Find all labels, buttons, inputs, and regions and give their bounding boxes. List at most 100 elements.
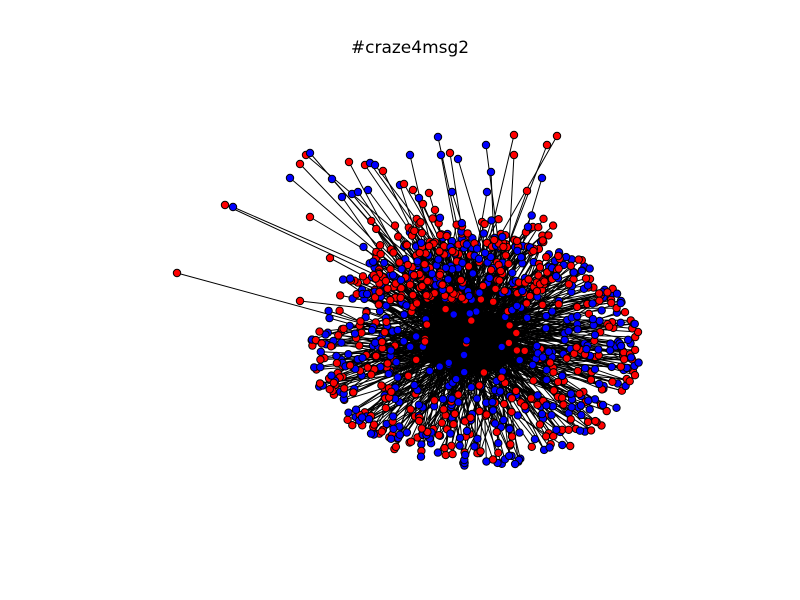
graph-node-blue — [470, 442, 479, 451]
graph-node-blue — [396, 275, 406, 285]
graph-node-blue — [558, 440, 567, 450]
graph-node-blue — [612, 403, 621, 412]
graph-node-red — [608, 377, 617, 386]
graph-node-red — [295, 159, 305, 169]
graph-node-red — [420, 337, 430, 346]
graph-node-blue — [515, 428, 524, 437]
graph-node-red — [325, 385, 334, 394]
graph-node-blue — [324, 306, 333, 316]
graph-node-blue — [416, 238, 426, 248]
graph-node-blue — [516, 253, 526, 262]
graph-node-blue — [472, 394, 482, 403]
graph-node-blue — [357, 413, 367, 422]
graph-node-blue — [433, 132, 443, 142]
graph-node-red — [358, 272, 368, 281]
graph-node-blue — [435, 213, 445, 223]
graph-node-red — [554, 251, 563, 261]
graph-node-blue — [583, 281, 593, 290]
graph-node-blue — [560, 335, 569, 345]
graph-node-blue — [344, 350, 353, 359]
graph-node-red — [553, 377, 563, 387]
graph-node-red — [372, 224, 381, 234]
graph-node-red — [367, 216, 376, 226]
graph-node-blue — [598, 400, 608, 410]
graph-node-red — [511, 386, 521, 396]
graph-node-red — [339, 324, 348, 333]
graph-node-red — [439, 405, 448, 414]
graph-node-red — [397, 283, 406, 293]
graph-node-red — [440, 443, 449, 453]
graph-node-blue — [577, 410, 586, 420]
graph-node-red — [445, 285, 454, 294]
graph-node-red — [438, 280, 447, 289]
graph-edge — [459, 135, 558, 306]
graph-node-blue — [462, 240, 471, 249]
graph-node-red — [479, 368, 489, 377]
graph-node-red — [172, 268, 182, 278]
graph-node-red — [375, 241, 385, 250]
graph-node-red — [512, 328, 521, 338]
graph-node-blue — [327, 174, 337, 184]
graph-node-red — [535, 263, 545, 272]
graph-node-red — [437, 418, 447, 427]
graph-node-red — [607, 298, 616, 307]
graph-node-red — [538, 236, 547, 245]
graph-node-red — [504, 338, 514, 348]
graph-node-blue — [332, 351, 341, 361]
graph-node-red — [501, 251, 510, 260]
graph-node-blue — [475, 288, 484, 297]
graph-node-blue — [358, 353, 367, 363]
graph-node-blue — [594, 345, 603, 354]
graph-node-red — [541, 432, 551, 441]
graph-node-red — [349, 388, 358, 397]
graph-node-blue — [590, 395, 600, 404]
graph-node-blue — [460, 367, 469, 377]
graph-node-blue — [472, 244, 482, 253]
graph-node-blue — [228, 202, 238, 212]
graph-node-blue — [515, 355, 524, 365]
graph-node-red — [381, 403, 390, 413]
graph-node-red — [457, 293, 466, 302]
graph-node-blue — [588, 314, 598, 324]
graph-node-blue — [416, 452, 426, 461]
graph-node-red — [409, 271, 419, 280]
graph-node-blue — [480, 248, 490, 258]
graph-node-red — [412, 355, 421, 364]
graph-node-blue — [576, 401, 586, 410]
graph-node-blue — [597, 306, 606, 315]
graph-node-blue — [337, 338, 346, 347]
graph-node-red — [430, 396, 439, 405]
graph-node-red — [602, 406, 611, 416]
graph-node-blue — [444, 358, 453, 367]
graph-node-red — [566, 261, 576, 270]
graph-node-red — [380, 328, 389, 337]
graph-node-red — [542, 140, 552, 150]
graph-node-blue — [402, 428, 412, 437]
graph-node-red — [371, 274, 380, 283]
graph-node-red — [434, 431, 444, 440]
graph-node-red — [391, 442, 401, 451]
graph-node-red — [558, 393, 567, 402]
graph-node-blue — [370, 160, 380, 170]
graph-node-red — [496, 266, 505, 276]
graph-node-red — [424, 188, 434, 198]
graph-node-blue — [482, 187, 492, 197]
graph-node-blue — [605, 346, 615, 355]
graph-node-blue — [607, 362, 616, 372]
graph-node-blue — [513, 246, 522, 256]
graph-node-blue — [359, 242, 368, 252]
graph-node-blue — [388, 412, 398, 421]
graph-node-red — [377, 337, 387, 347]
graph-node-red — [376, 249, 385, 259]
graph-node-red — [574, 255, 583, 264]
graph-node-blue — [467, 383, 476, 392]
graph-node-blue — [497, 342, 506, 352]
graph-node-blue — [623, 335, 633, 344]
graph-node-red — [423, 276, 432, 286]
graph-node-blue — [528, 360, 537, 370]
graph-node-red — [370, 293, 380, 302]
graph-node-red — [466, 413, 475, 422]
graph-node-blue — [345, 274, 355, 283]
graph-node-blue — [537, 409, 547, 419]
graph-node-red — [435, 247, 444, 256]
